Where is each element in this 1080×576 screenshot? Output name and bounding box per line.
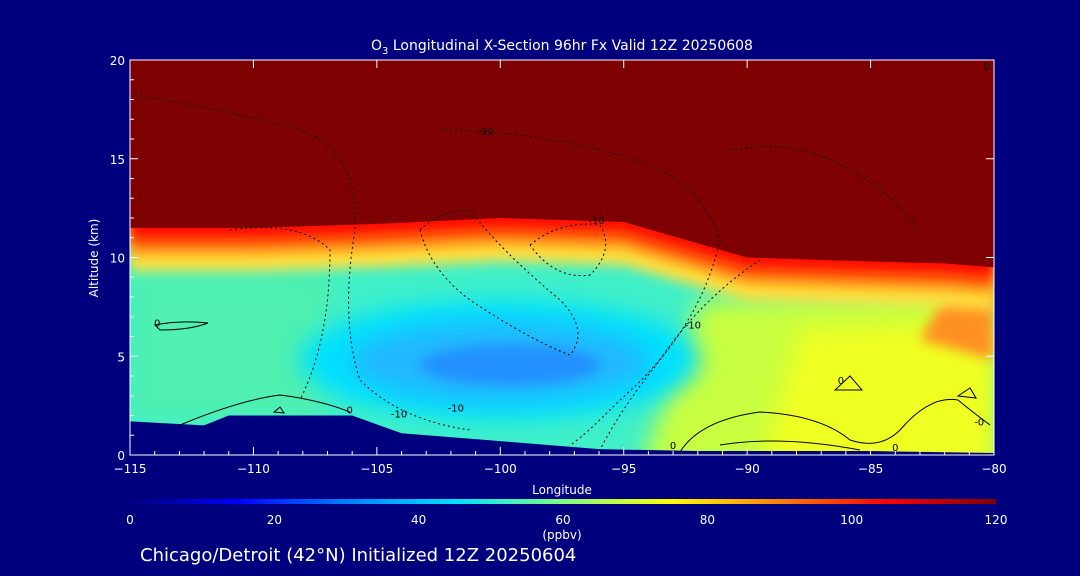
chart-title: O3 Longitudinal X-Section 96hr Fx Valid … <box>371 38 753 57</box>
colorbar-unit-label: (ppbv) <box>542 528 581 542</box>
contour-line-solid <box>679 398 991 453</box>
colorbar-tick-label: 120 <box>985 513 1008 527</box>
contour-line-solid <box>719 440 861 451</box>
colorbar <box>130 499 996 504</box>
contour-label: 0 <box>154 319 160 330</box>
contour-line-dotted <box>419 209 579 356</box>
contour-line-solid <box>956 387 977 399</box>
contour-line-dotted <box>439 129 721 446</box>
x-axis: −115 −110 −105 −100 −95 −90 −85 −80 <box>114 60 1007 476</box>
colorbar-tick-label: 100 <box>840 513 863 527</box>
colorbar-tick-label: 40 <box>411 513 426 527</box>
y-axis: 0 5 10 15 20 <box>110 54 994 463</box>
field-western-band <box>130 270 330 420</box>
contour-label: 0 <box>892 443 898 454</box>
x-tick-label: −85 <box>858 462 883 476</box>
heatmap-field: 0 0 -10 -10 -10 -10 -10 0 0 0 -0 0 <box>130 60 994 455</box>
colorbar-tick-label: 20 <box>267 513 282 527</box>
stratosphere-region <box>130 60 994 268</box>
contour-line-dotted <box>134 94 471 431</box>
contour-line-solid <box>153 321 209 331</box>
y-axis-label: Altitude (km) <box>87 219 101 298</box>
contour-lines <box>134 94 991 453</box>
contour-label: 0 <box>347 406 353 417</box>
colorbar-tick-label: 0 <box>126 513 134 527</box>
field-eastern-high <box>764 320 994 455</box>
contour-label: -10 <box>685 321 701 332</box>
contour-line-solid <box>833 375 864 391</box>
contour-label: -10 <box>477 127 493 138</box>
x-axis-label: Longitude <box>532 483 592 497</box>
y-tick-label: 15 <box>110 153 125 167</box>
y-tick-label: 20 <box>110 54 125 68</box>
contour-label: 0 <box>838 376 844 387</box>
x-tick-label: −115 <box>114 462 147 476</box>
footer-text: Chicago/Detroit (42°N) Initialized 12Z 2… <box>140 545 576 566</box>
contour-label: 0 <box>670 441 676 452</box>
colorbar-ticks: 0 20 40 60 80 100 120 <box>126 513 1007 527</box>
contour-line-dotted <box>229 227 331 401</box>
contour-line-solid <box>272 406 286 414</box>
x-tick-label: −80 <box>981 462 1006 476</box>
contour-line-solid <box>179 394 351 426</box>
x-tick-label: −90 <box>734 462 759 476</box>
contour-label: -10 <box>391 409 407 420</box>
terrain-mask <box>130 415 994 455</box>
contour-line-dotted <box>729 146 921 231</box>
colorbar-tick-label: 80 <box>700 513 715 527</box>
x-tick-label: −105 <box>360 462 393 476</box>
contour-line-dotted <box>599 259 761 451</box>
y-tick-label: 10 <box>110 252 125 266</box>
y-tick-label: 5 <box>117 350 125 364</box>
colorbar-tick-label: 60 <box>555 513 570 527</box>
x-tick-label: −100 <box>484 462 517 476</box>
field-low-core <box>420 345 600 385</box>
y-tick-label: 0 <box>117 449 125 463</box>
contour-label: -0 <box>974 417 984 428</box>
contour-line-dotted <box>529 223 607 277</box>
x-tick-label: −110 <box>237 462 270 476</box>
contour-label: 0 <box>983 62 989 73</box>
contour-label: -10 <box>588 216 604 227</box>
contour-labels: 0 0 -10 -10 -10 -10 -10 0 0 0 -0 0 <box>154 62 990 454</box>
contour-label: -10 <box>448 404 464 415</box>
x-tick-label: −95 <box>611 462 636 476</box>
